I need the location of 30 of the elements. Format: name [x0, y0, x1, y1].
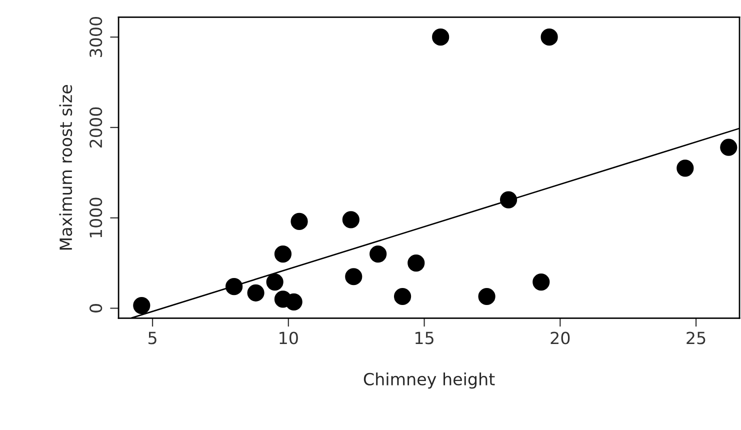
y-tick-label: 1000 — [90, 198, 102, 238]
y-tick-label: 2000 — [90, 107, 102, 148]
point — [478, 288, 496, 306]
point — [432, 28, 450, 46]
point — [676, 160, 694, 177]
x-tick-label: 20 — [550, 332, 570, 344]
point — [720, 138, 738, 156]
point — [274, 245, 292, 263]
x-tick-label: 10 — [280, 332, 298, 344]
point — [247, 284, 264, 302]
point — [394, 288, 412, 306]
point — [408, 254, 425, 272]
y-axis-title: Maximum roost size — [59, 85, 72, 250]
x-tick-label: 25 — [686, 332, 706, 344]
point — [342, 211, 360, 228]
point — [266, 273, 284, 291]
point — [370, 245, 387, 263]
point — [285, 293, 302, 310]
x-tick-label: 5 — [148, 332, 156, 344]
point — [290, 212, 308, 230]
point — [532, 273, 550, 291]
y-tick-label: 3000 — [90, 16, 102, 58]
point — [500, 191, 518, 208]
point — [133, 296, 150, 314]
point — [226, 278, 243, 296]
point — [540, 28, 558, 46]
x-tick-label: 15 — [416, 332, 434, 344]
x-axis-title: Chimney height — [364, 372, 495, 389]
point — [345, 268, 362, 286]
y-tick-label: 0 — [90, 304, 102, 312]
